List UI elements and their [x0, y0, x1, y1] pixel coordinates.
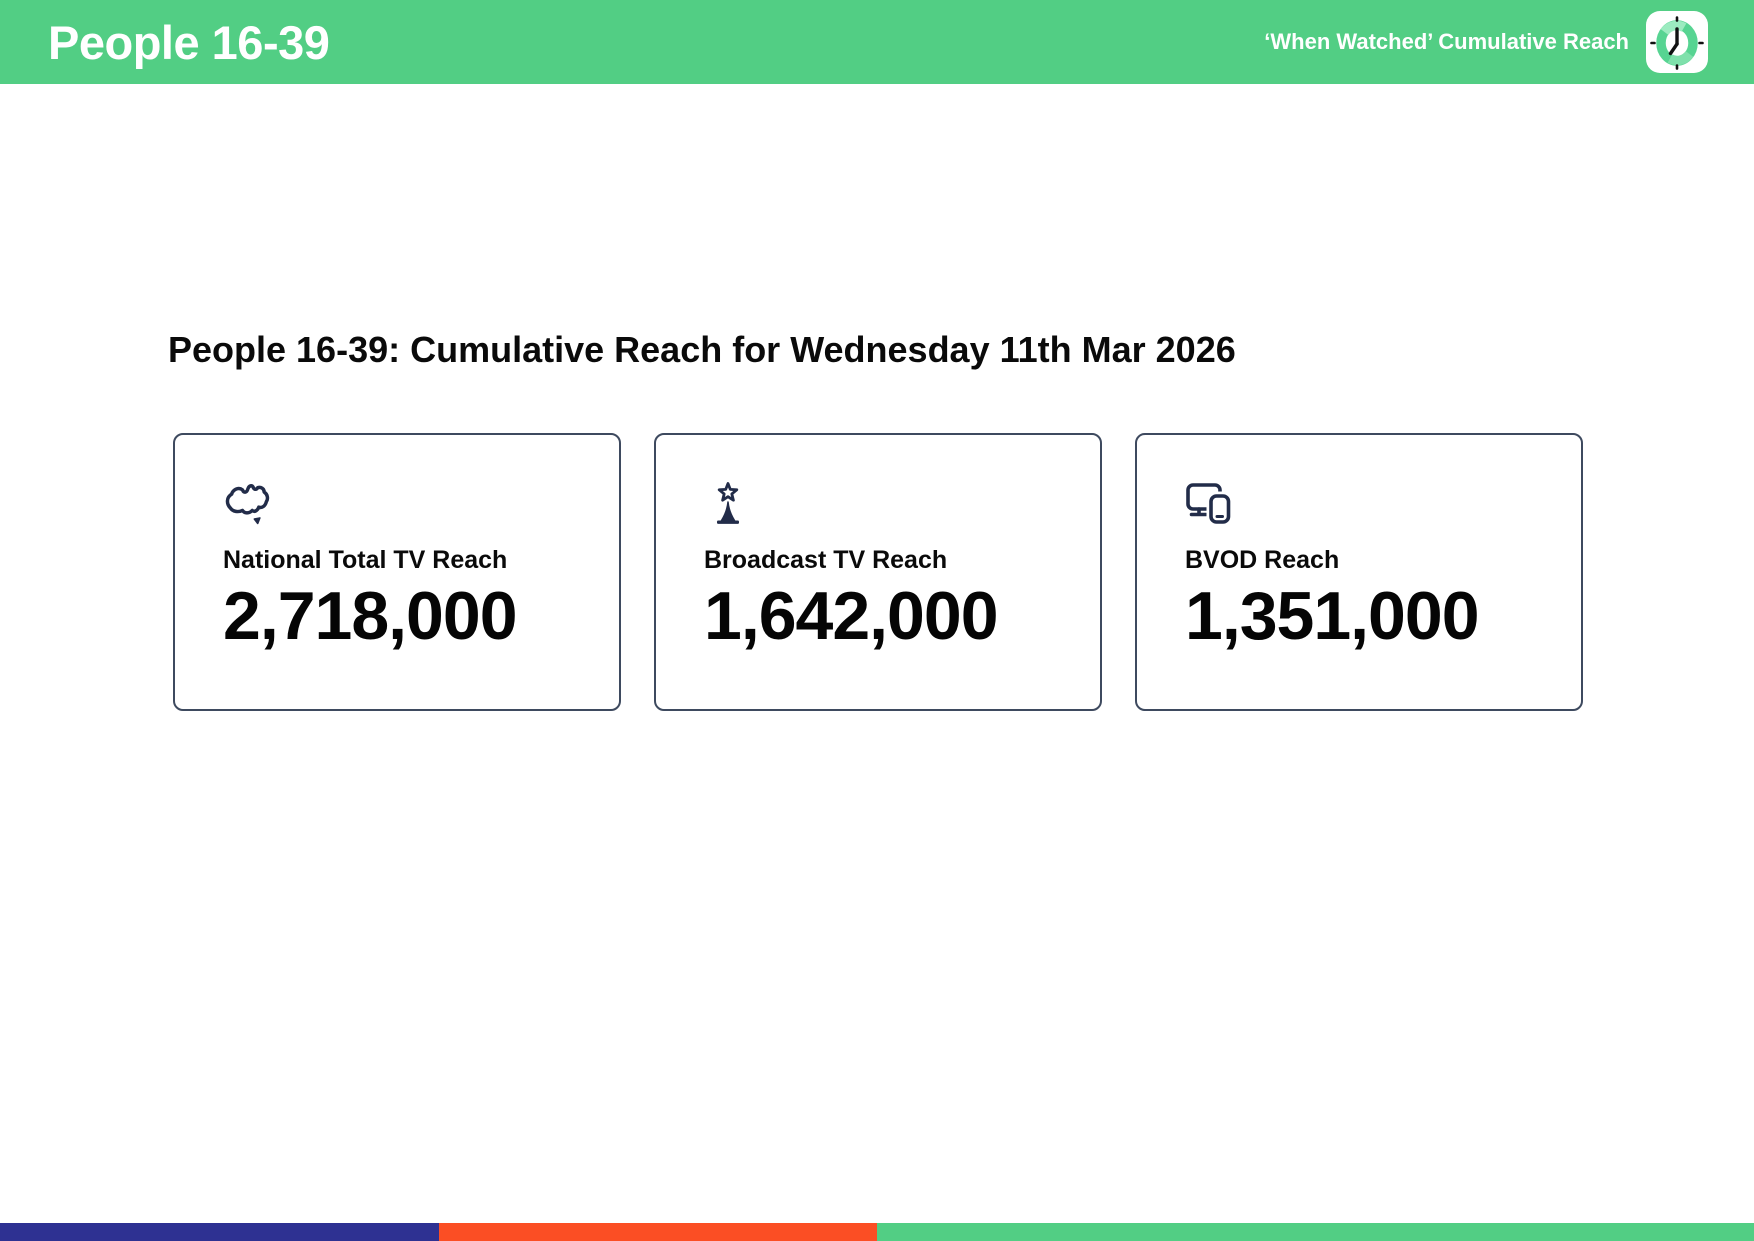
- kpi-card-label: BVOD Reach: [1185, 546, 1340, 574]
- devices-icon: [1185, 479, 1561, 533]
- page-heading: People 16-39: Cumulative Reach for Wedne…: [168, 329, 1236, 370]
- kpi-card-national-total-tv: National Total TV Reach 2,718,000: [173, 433, 621, 711]
- kpi-card-broadcast-tv: Broadcast TV Reach 1,642,000: [654, 433, 1102, 711]
- footer-segment-orange: [438, 1223, 877, 1241]
- header-bar: People 16-39 ‘When Watched’ Cumulative R…: [0, 0, 1754, 84]
- footer-segment-navy: [0, 1223, 439, 1241]
- header-subtitle: ‘When Watched’ Cumulative Reach: [1264, 29, 1629, 54]
- kpi-card-value: 1,642,000: [704, 578, 999, 654]
- broadcast-tower-icon: [704, 479, 1080, 533]
- kpi-card-value: 2,718,000: [223, 578, 518, 654]
- footer-segment-green: [877, 1223, 1754, 1241]
- kpi-cards-row: National Total TV Reach 2,718,000 Broadc…: [173, 433, 1583, 711]
- page-title: People 16-39: [48, 15, 330, 69]
- header-right-group: ‘When Watched’ Cumulative Reach: [1264, 11, 1708, 73]
- australia-map-icon: [223, 479, 599, 533]
- footer-color-bar: [0, 1223, 1754, 1241]
- clock-app-icon: [1646, 11, 1708, 73]
- kpi-card-label: Broadcast TV Reach: [704, 546, 948, 574]
- kpi-card-bvod: BVOD Reach 1,351,000: [1135, 433, 1583, 711]
- kpi-card-label: National Total TV Reach: [223, 546, 508, 574]
- kpi-card-value: 1,351,000: [1185, 578, 1480, 654]
